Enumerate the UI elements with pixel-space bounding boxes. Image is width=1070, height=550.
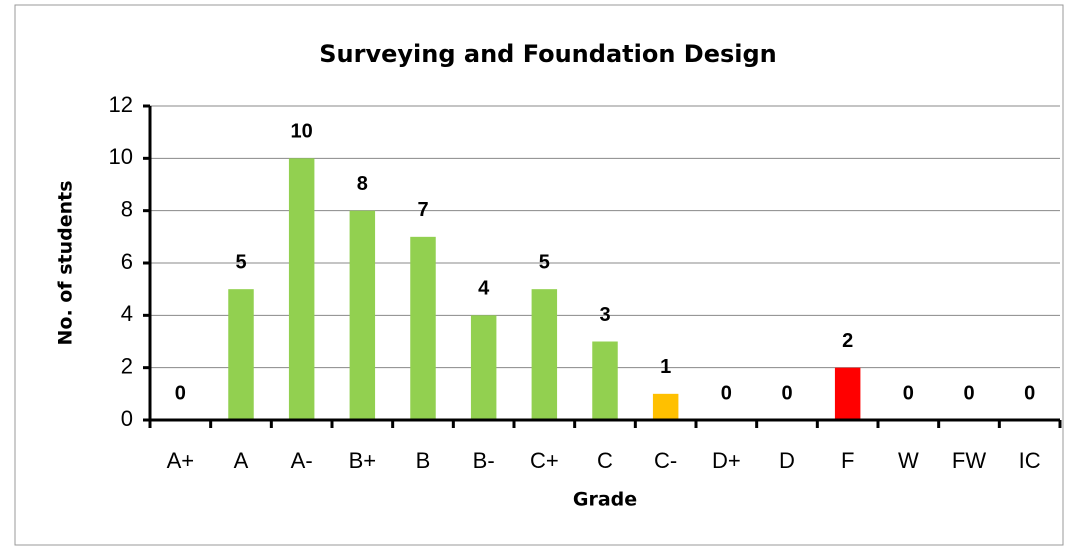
bar: [652, 393, 679, 420]
value-label: 0: [903, 382, 914, 404]
value-label: 1: [660, 356, 671, 378]
bar: [228, 289, 254, 420]
x-tick-label: C: [597, 448, 613, 473]
value-label: 5: [235, 251, 246, 273]
value-label: 0: [175, 382, 186, 404]
value-label: 2: [842, 330, 853, 352]
y-tick-label: 2: [121, 353, 133, 378]
x-tick-label: B: [416, 448, 431, 473]
x-tick-label: D: [779, 448, 795, 473]
x-tick-label: C-: [654, 448, 677, 473]
x-tick-label: D+: [712, 448, 741, 473]
y-axis-label: No. of students: [55, 180, 77, 345]
bar: [349, 210, 376, 420]
bar: [592, 341, 618, 420]
x-tick-label: IC: [1019, 448, 1041, 473]
x-tick-label: C+: [530, 448, 559, 473]
y-tick-label: 12: [109, 92, 133, 117]
y-tick-label: 0: [121, 406, 133, 431]
chart-title: Surveying and Foundation Design: [319, 40, 777, 68]
value-label: 7: [417, 199, 428, 221]
value-label: 10: [291, 121, 313, 143]
value-label: 0: [963, 382, 974, 404]
bar: [288, 158, 315, 421]
value-label: 0: [1024, 382, 1035, 404]
x-tick-label: B+: [349, 448, 377, 473]
value-label: 4: [478, 278, 490, 300]
bar: [531, 289, 558, 420]
x-tick-label: B-: [473, 448, 495, 473]
value-label: 8: [357, 173, 368, 195]
x-tick-label: A: [234, 448, 249, 473]
x-tick-label: A+: [167, 448, 195, 473]
bar: [470, 315, 497, 420]
x-axis-label: Grade: [573, 489, 637, 511]
y-tick-label: 4: [121, 301, 133, 326]
y-tick-label: 6: [121, 249, 133, 274]
x-tick-label: A-: [291, 448, 313, 473]
x-tick-label: F: [841, 448, 854, 473]
x-tick-label: W: [898, 448, 919, 473]
value-label: 0: [721, 382, 732, 404]
value-label: 5: [539, 251, 550, 273]
y-tick-label: 10: [109, 144, 133, 169]
value-label: 3: [599, 304, 610, 326]
chart-frame: [14, 4, 1064, 546]
bar: [834, 367, 861, 420]
x-tick-label: FW: [952, 448, 986, 473]
value-label: 0: [781, 382, 792, 404]
bar: [410, 236, 436, 420]
y-tick-label: 8: [121, 196, 133, 221]
